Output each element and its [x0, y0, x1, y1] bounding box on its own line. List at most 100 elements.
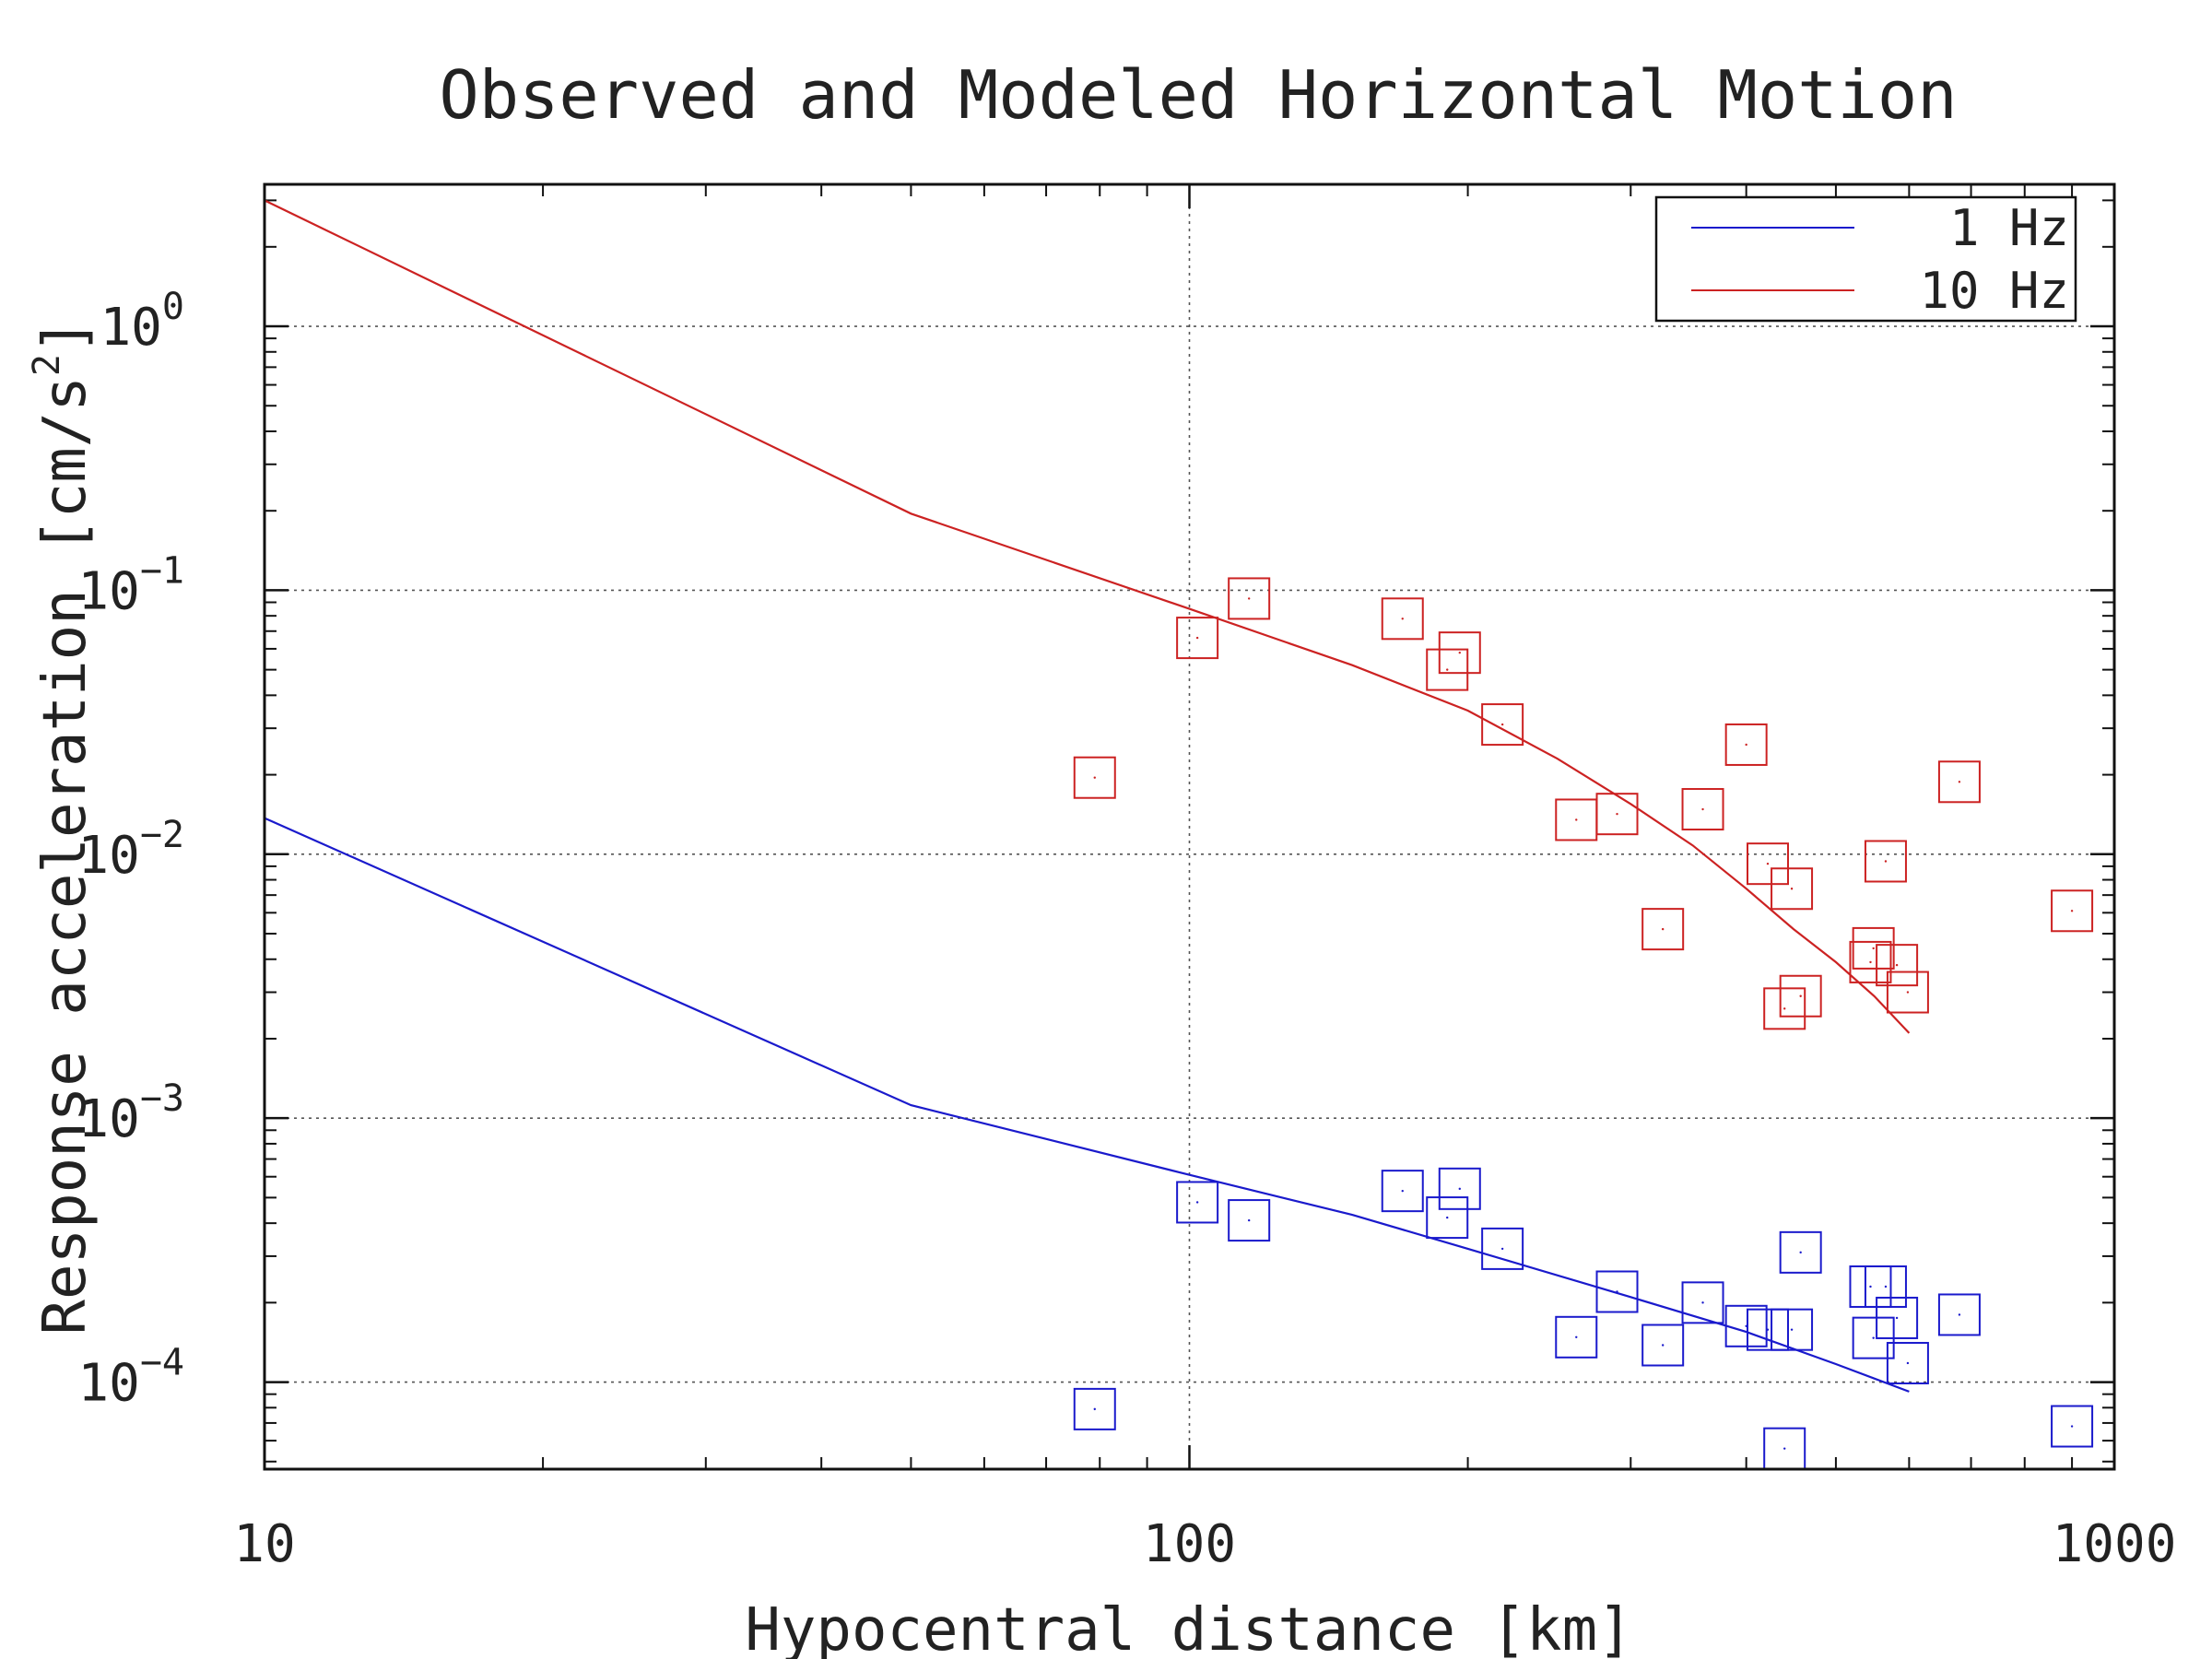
observed-point-center-1hz: [1906, 1361, 1910, 1365]
legend-label-10hz: 10 Hz: [1919, 262, 2069, 320]
y-tick-base: 10: [100, 298, 161, 358]
y-tick-base: 10: [77, 826, 139, 886]
y-tick-base: 10: [77, 1089, 139, 1149]
chart-title: Observed and Modeled Horizontal Motion: [439, 56, 1957, 134]
observed-point-center-10hz: [1575, 818, 1578, 821]
observed-point-center-1hz: [1783, 1447, 1786, 1450]
observed-point-10hz: [1849, 940, 1892, 983]
observed-point-1hz: [1641, 1324, 1685, 1367]
y-tick-label: 10−2: [77, 814, 184, 886]
observed-point-center-1hz: [1884, 1285, 1888, 1288]
y-tick-label: 10−1: [77, 549, 184, 621]
observed-point-10hz: [1438, 631, 1481, 675]
observed-point-10hz: [1763, 987, 1806, 1030]
observed-point-center-10hz: [1701, 807, 1704, 811]
observed-point-center-1hz: [1895, 1316, 1899, 1320]
observed-point-center-10hz: [2070, 910, 2074, 912]
legend-box: [1654, 195, 2077, 323]
observed-point-center-1hz: [1616, 1290, 1618, 1293]
y-tick-label: 10−4: [77, 1342, 184, 1414]
observed-point-1hz: [1876, 1296, 1919, 1339]
x-axis-label: Hypocentral distance [km]: [745, 1596, 1632, 1659]
observed-point-10hz: [1864, 840, 1907, 883]
observed-point-center-10hz: [1195, 636, 1199, 640]
observed-point-center-10hz: [1766, 862, 1770, 865]
model-line-10hz: [265, 199, 1911, 1034]
observed-point-10hz: [1681, 788, 1724, 831]
observed-point-center-10hz: [1872, 947, 1875, 950]
x-tick-label: 1000: [2053, 1514, 2177, 1574]
observed-point-1hz: [1864, 1265, 1907, 1308]
observed-point-1hz: [1176, 1181, 1219, 1224]
model-line-1hz: [265, 817, 1910, 1393]
observed-point-10hz: [2051, 889, 2094, 933]
observed-point-1hz: [1073, 1387, 1116, 1430]
observed-point-center-10hz: [1799, 994, 1802, 997]
observed-point-center-10hz: [1884, 860, 1888, 863]
observed-point-center-10hz: [1869, 960, 1872, 964]
observed-point-10hz: [1852, 926, 1895, 970]
observed-point-center-10hz: [1247, 597, 1251, 600]
y-axis-label-suffix: ]: [31, 319, 100, 355]
observed-point-1hz: [1681, 1281, 1724, 1324]
observed-point-center-10hz: [1661, 927, 1665, 931]
observed-point-1hz: [1381, 1170, 1424, 1213]
observed-point-center-10hz: [1906, 991, 1910, 994]
observed-point-center-10hz: [1616, 812, 1618, 816]
observed-point-10hz: [1779, 974, 1822, 1018]
observed-point-1hz: [1228, 1199, 1271, 1242]
y-tick-exponent: −3: [140, 1077, 184, 1120]
observed-point-center-10hz: [1093, 776, 1096, 779]
observed-point-10hz: [1641, 908, 1685, 951]
observed-point-10hz: [1426, 648, 1469, 691]
y-tick-exponent: −2: [140, 814, 184, 856]
observed-point-center-10hz: [1446, 668, 1449, 671]
legend: 1 Hz 10 Hz: [1654, 195, 2077, 323]
observed-point-1hz: [1771, 1308, 1814, 1351]
series-layer: [265, 199, 2094, 1469]
y-tick-exponent: −1: [140, 549, 184, 592]
observed-point-10hz: [1381, 597, 1424, 641]
observed-point-center-10hz: [1790, 888, 1794, 890]
observed-point-center-1hz: [1661, 1344, 1665, 1347]
observed-point-1hz: [1779, 1230, 1822, 1274]
y-tick-base: 10: [77, 1354, 139, 1414]
observed-point-1hz: [1426, 1196, 1469, 1240]
observed-point-center-1hz: [1401, 1189, 1404, 1193]
observed-point-center-10hz: [1783, 1007, 1786, 1010]
observed-point-10hz: [1073, 756, 1116, 799]
plot-frame: [263, 182, 2116, 1471]
observed-point-1hz: [1438, 1167, 1481, 1210]
observed-point-center-1hz: [1575, 1335, 1578, 1339]
observed-point-center-1hz: [1500, 1247, 1504, 1251]
observed-point-center-1hz: [1790, 1328, 1794, 1331]
observed-point-1hz: [1886, 1341, 1929, 1384]
observed-point-10hz: [1876, 944, 1919, 987]
observed-point-center-10hz: [1500, 723, 1504, 726]
observed-point-center-1hz: [1799, 1251, 1802, 1254]
y-axis-label: Response acceleration [cm/s2]: [26, 319, 100, 1335]
observed-point-1hz: [1595, 1270, 1639, 1313]
observed-point-center-10hz: [1458, 651, 1461, 654]
observed-point-1hz: [1747, 1308, 1790, 1351]
y-axis-label-main: Response acceleration [cm/s: [31, 376, 100, 1335]
observed-point-center-1hz: [1766, 1328, 1770, 1331]
observed-point-center-1hz: [1872, 1336, 1875, 1339]
observed-point-10hz: [1176, 617, 1219, 660]
y-tick-exponent: −4: [140, 1342, 184, 1384]
observed-point-center-10hz: [1745, 743, 1747, 747]
observed-point-10hz: [1595, 793, 1639, 836]
observed-point-center-1hz: [1247, 1218, 1251, 1222]
plot-area: [265, 199, 2094, 1469]
y-tick-exponent: 0: [162, 286, 184, 328]
grid: [265, 184, 2114, 1469]
observed-point-center-10hz: [1895, 963, 1899, 967]
observed-point-center-1hz: [1195, 1201, 1199, 1204]
observed-point-center-10hz: [1401, 618, 1404, 620]
observed-point-1hz: [2051, 1405, 2094, 1448]
observed-point-center-1hz: [1458, 1187, 1461, 1191]
observed-point-center-1hz: [1958, 1313, 1961, 1316]
y-tick-label: 10−3: [77, 1077, 184, 1149]
